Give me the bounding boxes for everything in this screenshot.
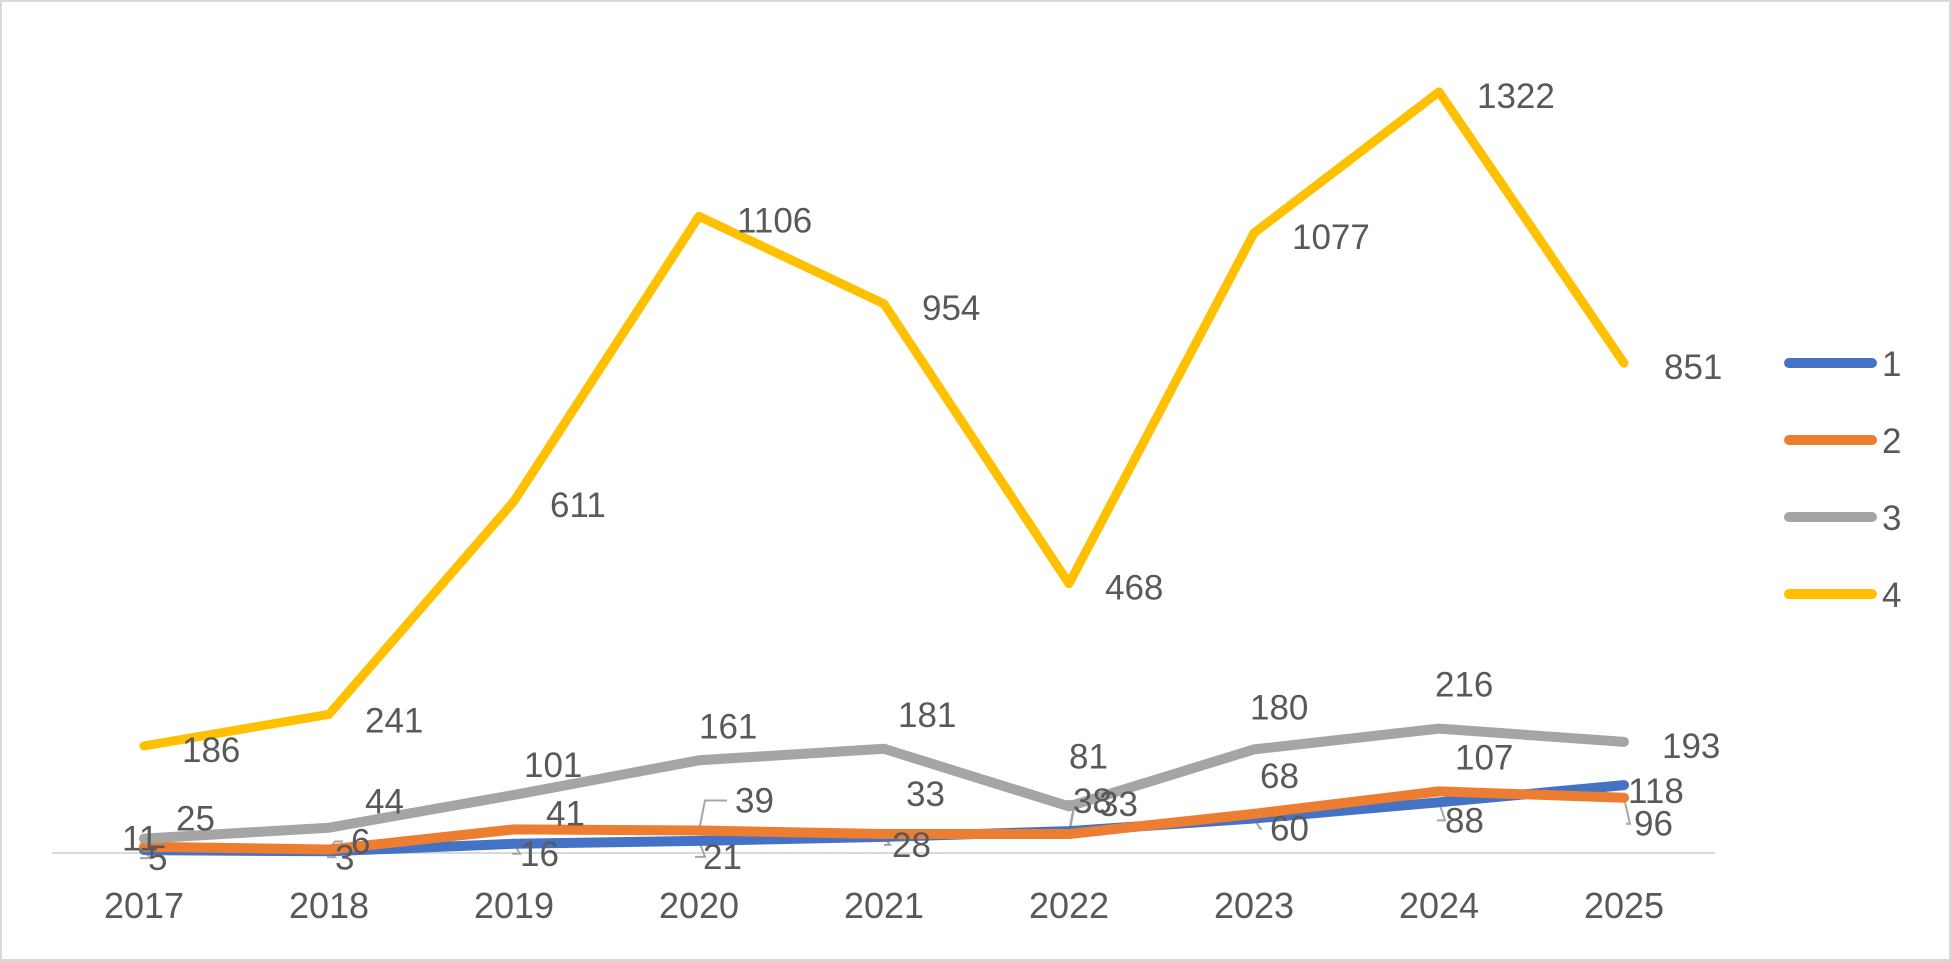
series-4-data-label: 611 [550, 486, 606, 525]
series-1-data-label: 88 [1445, 801, 1484, 840]
series-1-data-label: 16 [520, 835, 559, 874]
series-4-data-label: 851 [1664, 348, 1722, 387]
series-4-data-label: 1106 [737, 201, 812, 240]
series-3-data-label: 44 [365, 783, 404, 822]
series-3-data-label: 181 [898, 696, 956, 735]
series-4-data-label: 468 [1105, 569, 1163, 608]
x-tick-label: 2019 [474, 885, 554, 926]
series-2-data-label: 6 [351, 823, 370, 862]
series-1-data-label: 118 [1628, 772, 1684, 811]
series-4-line [139, 87, 1629, 751]
series-2-data-label: 41 [546, 794, 585, 833]
x-tick-label: 2020 [659, 885, 739, 926]
x-tick-label: 2022 [1029, 885, 1109, 926]
x-axis-tick-labels: 2017 2018 2019 2020 2021 2022 2023 2024 2025 [104, 885, 1664, 926]
series-2-data-label: 33 [1099, 785, 1138, 824]
series-4-data-label: 1077 [1292, 218, 1370, 257]
x-tick-label: 2017 [104, 885, 184, 926]
series-3-data-label: 101 [524, 746, 582, 785]
series-4-data-label: 241 [365, 701, 423, 740]
series-3-data-label: 161 [699, 707, 757, 746]
series-2-data-label: 68 [1260, 757, 1299, 796]
series-1-data-label: 3 [335, 838, 354, 877]
series-4-data-label: 954 [922, 289, 980, 328]
series-2-line [139, 786, 1629, 855]
series-3-data-label: 180 [1250, 688, 1308, 727]
series-2-data-label: 11 [122, 820, 158, 859]
leader-line [1623, 797, 1632, 825]
leader-line [1437, 802, 1447, 822]
x-tick-label: 2025 [1584, 885, 1664, 926]
series-1-data-label: 28 [892, 826, 931, 865]
series-1-data-label: 5 [148, 839, 167, 878]
series-3-data-label: 81 [1069, 737, 1108, 776]
x-tick-label: 2018 [289, 885, 369, 926]
legend: 1 2 3 4 [1784, 345, 1901, 615]
leader-line [695, 840, 707, 858]
data-labels: 5 3 16 21 28 38 60 88 118 11 6 41 39 33 33 68 107 96 25 44 1… [122, 77, 1722, 878]
series-1-data-label: 38 [1073, 782, 1112, 821]
x-tick-label: 2023 [1214, 885, 1294, 926]
series-3-data-label: 216 [1435, 666, 1493, 705]
series-2-data-label: 96 [1634, 805, 1673, 844]
series-4-data-label: 186 [182, 731, 240, 770]
series-2-data-label: 107 [1455, 738, 1513, 777]
series-lines [139, 87, 1629, 857]
series-3-data-label: 193 [1662, 727, 1720, 766]
leader-line [698, 799, 727, 831]
legend-label-1: 1 [1882, 345, 1901, 384]
legend-label-3: 3 [1882, 499, 1901, 538]
series-1-data-label: 21 [703, 838, 742, 877]
series-2-data-label: 33 [906, 775, 945, 814]
series-3-line [139, 723, 1629, 844]
series-1-data-label: 60 [1270, 809, 1309, 848]
series-4-data-label: 1322 [1477, 77, 1555, 116]
legend-label-2: 2 [1882, 422, 1901, 461]
x-tick-label: 2021 [844, 885, 924, 926]
x-tick-label: 2024 [1399, 885, 1479, 926]
legend-label-4: 4 [1882, 576, 1901, 615]
series-3-data-label: 25 [176, 800, 215, 839]
series-2-data-label: 39 [735, 782, 774, 821]
